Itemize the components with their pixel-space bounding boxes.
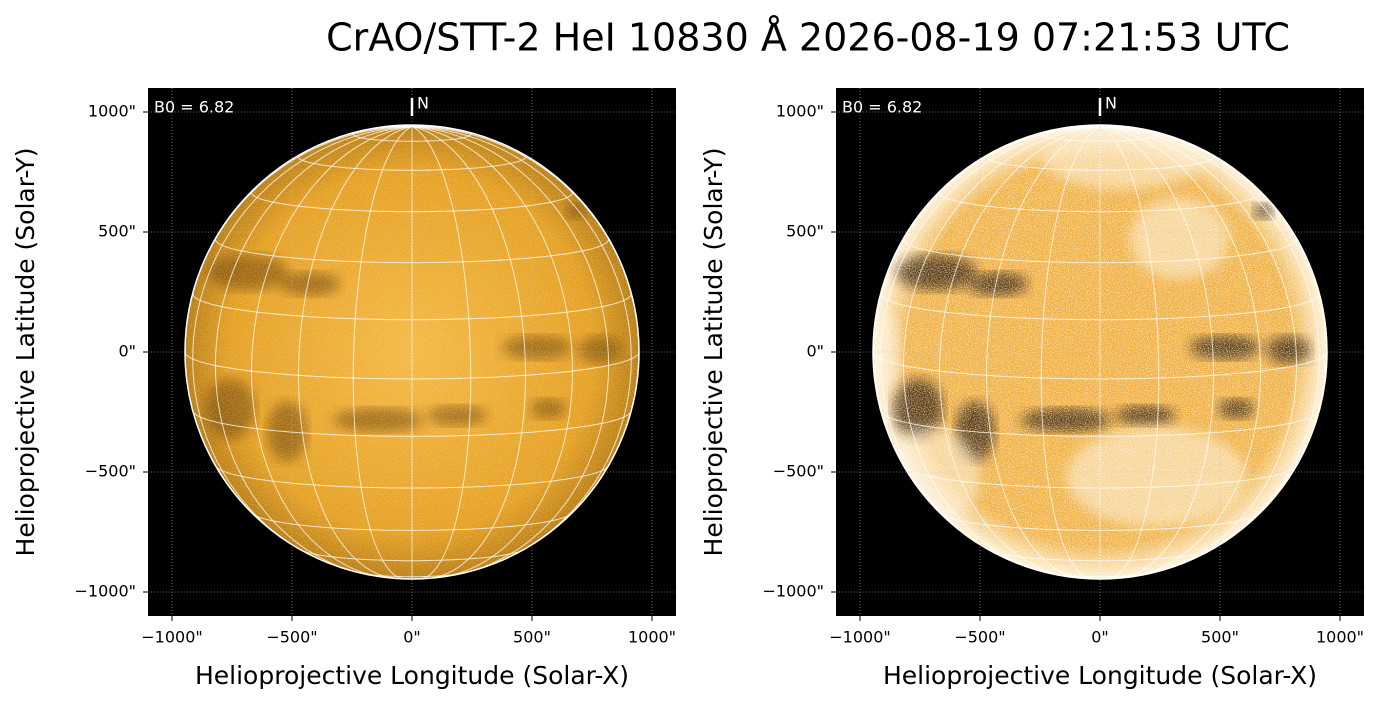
x-axis-label: Helioprojective Longitude (Solar-X) (883, 661, 1317, 690)
y-axis-label: Helioprojective Latitude (Solar-Y) (11, 148, 40, 557)
heliographic-grid (988, 549, 1212, 562)
x-tick-label: 500" (1201, 628, 1239, 647)
heliographic-grid (411, 126, 574, 577)
heliographic-grid (214, 126, 413, 574)
x-tick-label: −1000" (141, 628, 202, 647)
heliographic-grid (941, 513, 1259, 531)
y-tick-label: 500" (786, 222, 824, 241)
heliographic-grid (902, 126, 1101, 574)
x-tick-label: 1000" (1316, 628, 1364, 647)
x-tick-label: −500" (266, 628, 317, 647)
heliographic-grid (352, 130, 472, 142)
heliographic-grid (1099, 126, 1320, 557)
heliographic-grid (300, 549, 524, 562)
map-panel: −1000" −500" 0" 500" 1000" −1000" −500" 0" 500" 1… (699, 88, 1364, 690)
heliographic-grid (1099, 126, 1262, 577)
heliographic-grid (411, 126, 527, 579)
annotation: B0 = 6.82 (154, 98, 234, 117)
heliographic-grid (985, 126, 1101, 579)
heliographic-grid (411, 126, 610, 574)
heliographic-grid (352, 126, 413, 579)
north-label: N (417, 94, 429, 113)
annotation: B0 = 6.82 (842, 98, 922, 117)
heliographic-grid (1099, 126, 1215, 579)
heliographic-grid (253, 513, 571, 531)
y-tick-label: 1000" (88, 102, 136, 121)
y-tick-label: −500" (85, 462, 136, 481)
map-panel: −1000" −500" 0" 500" 1000" −1000" −500" 0" 500" 1… (11, 88, 676, 690)
y-tick-label: −500" (773, 462, 824, 481)
heliographic-grid (250, 126, 413, 577)
x-tick-label: 1000" (628, 628, 676, 647)
heliographic-grid (938, 126, 1101, 577)
x-axis-label: Helioprojective Longitude (Solar-X) (195, 661, 629, 690)
heliographic-grid (1040, 126, 1101, 579)
x-tick-label: −1000" (829, 628, 890, 647)
north-label: N (1105, 94, 1117, 113)
x-tick-label: 0" (403, 628, 421, 647)
heliographic-grid (985, 154, 1215, 171)
x-tick-label: 500" (513, 628, 551, 647)
heliographic-grid (1040, 130, 1160, 142)
heliographic-grid (297, 126, 413, 579)
heliographic-grid (880, 126, 1101, 557)
x-tick-label: −500" (954, 628, 1005, 647)
y-axis-label: Helioprojective Latitude (Solar-Y) (699, 148, 728, 557)
figure-title: CrAO/STT-2 HeI 10830 Å 2026-08-19 07:21:… (326, 16, 1290, 60)
y-tick-label: 0" (118, 342, 136, 361)
heliographic-grid (192, 126, 413, 557)
heliographic-grid (297, 154, 527, 171)
heliographic-grid (1099, 126, 1298, 574)
y-tick-label: 500" (98, 222, 136, 241)
heliographic-grid (411, 126, 472, 579)
y-tick-label: −1000" (75, 582, 136, 601)
x-tick-label: 0" (1091, 628, 1109, 647)
heliographic-grid (411, 126, 632, 557)
heliographic-grid (1099, 126, 1160, 579)
y-tick-label: 0" (806, 342, 824, 361)
y-tick-label: −1000" (763, 582, 824, 601)
y-tick-label: 1000" (776, 102, 824, 121)
